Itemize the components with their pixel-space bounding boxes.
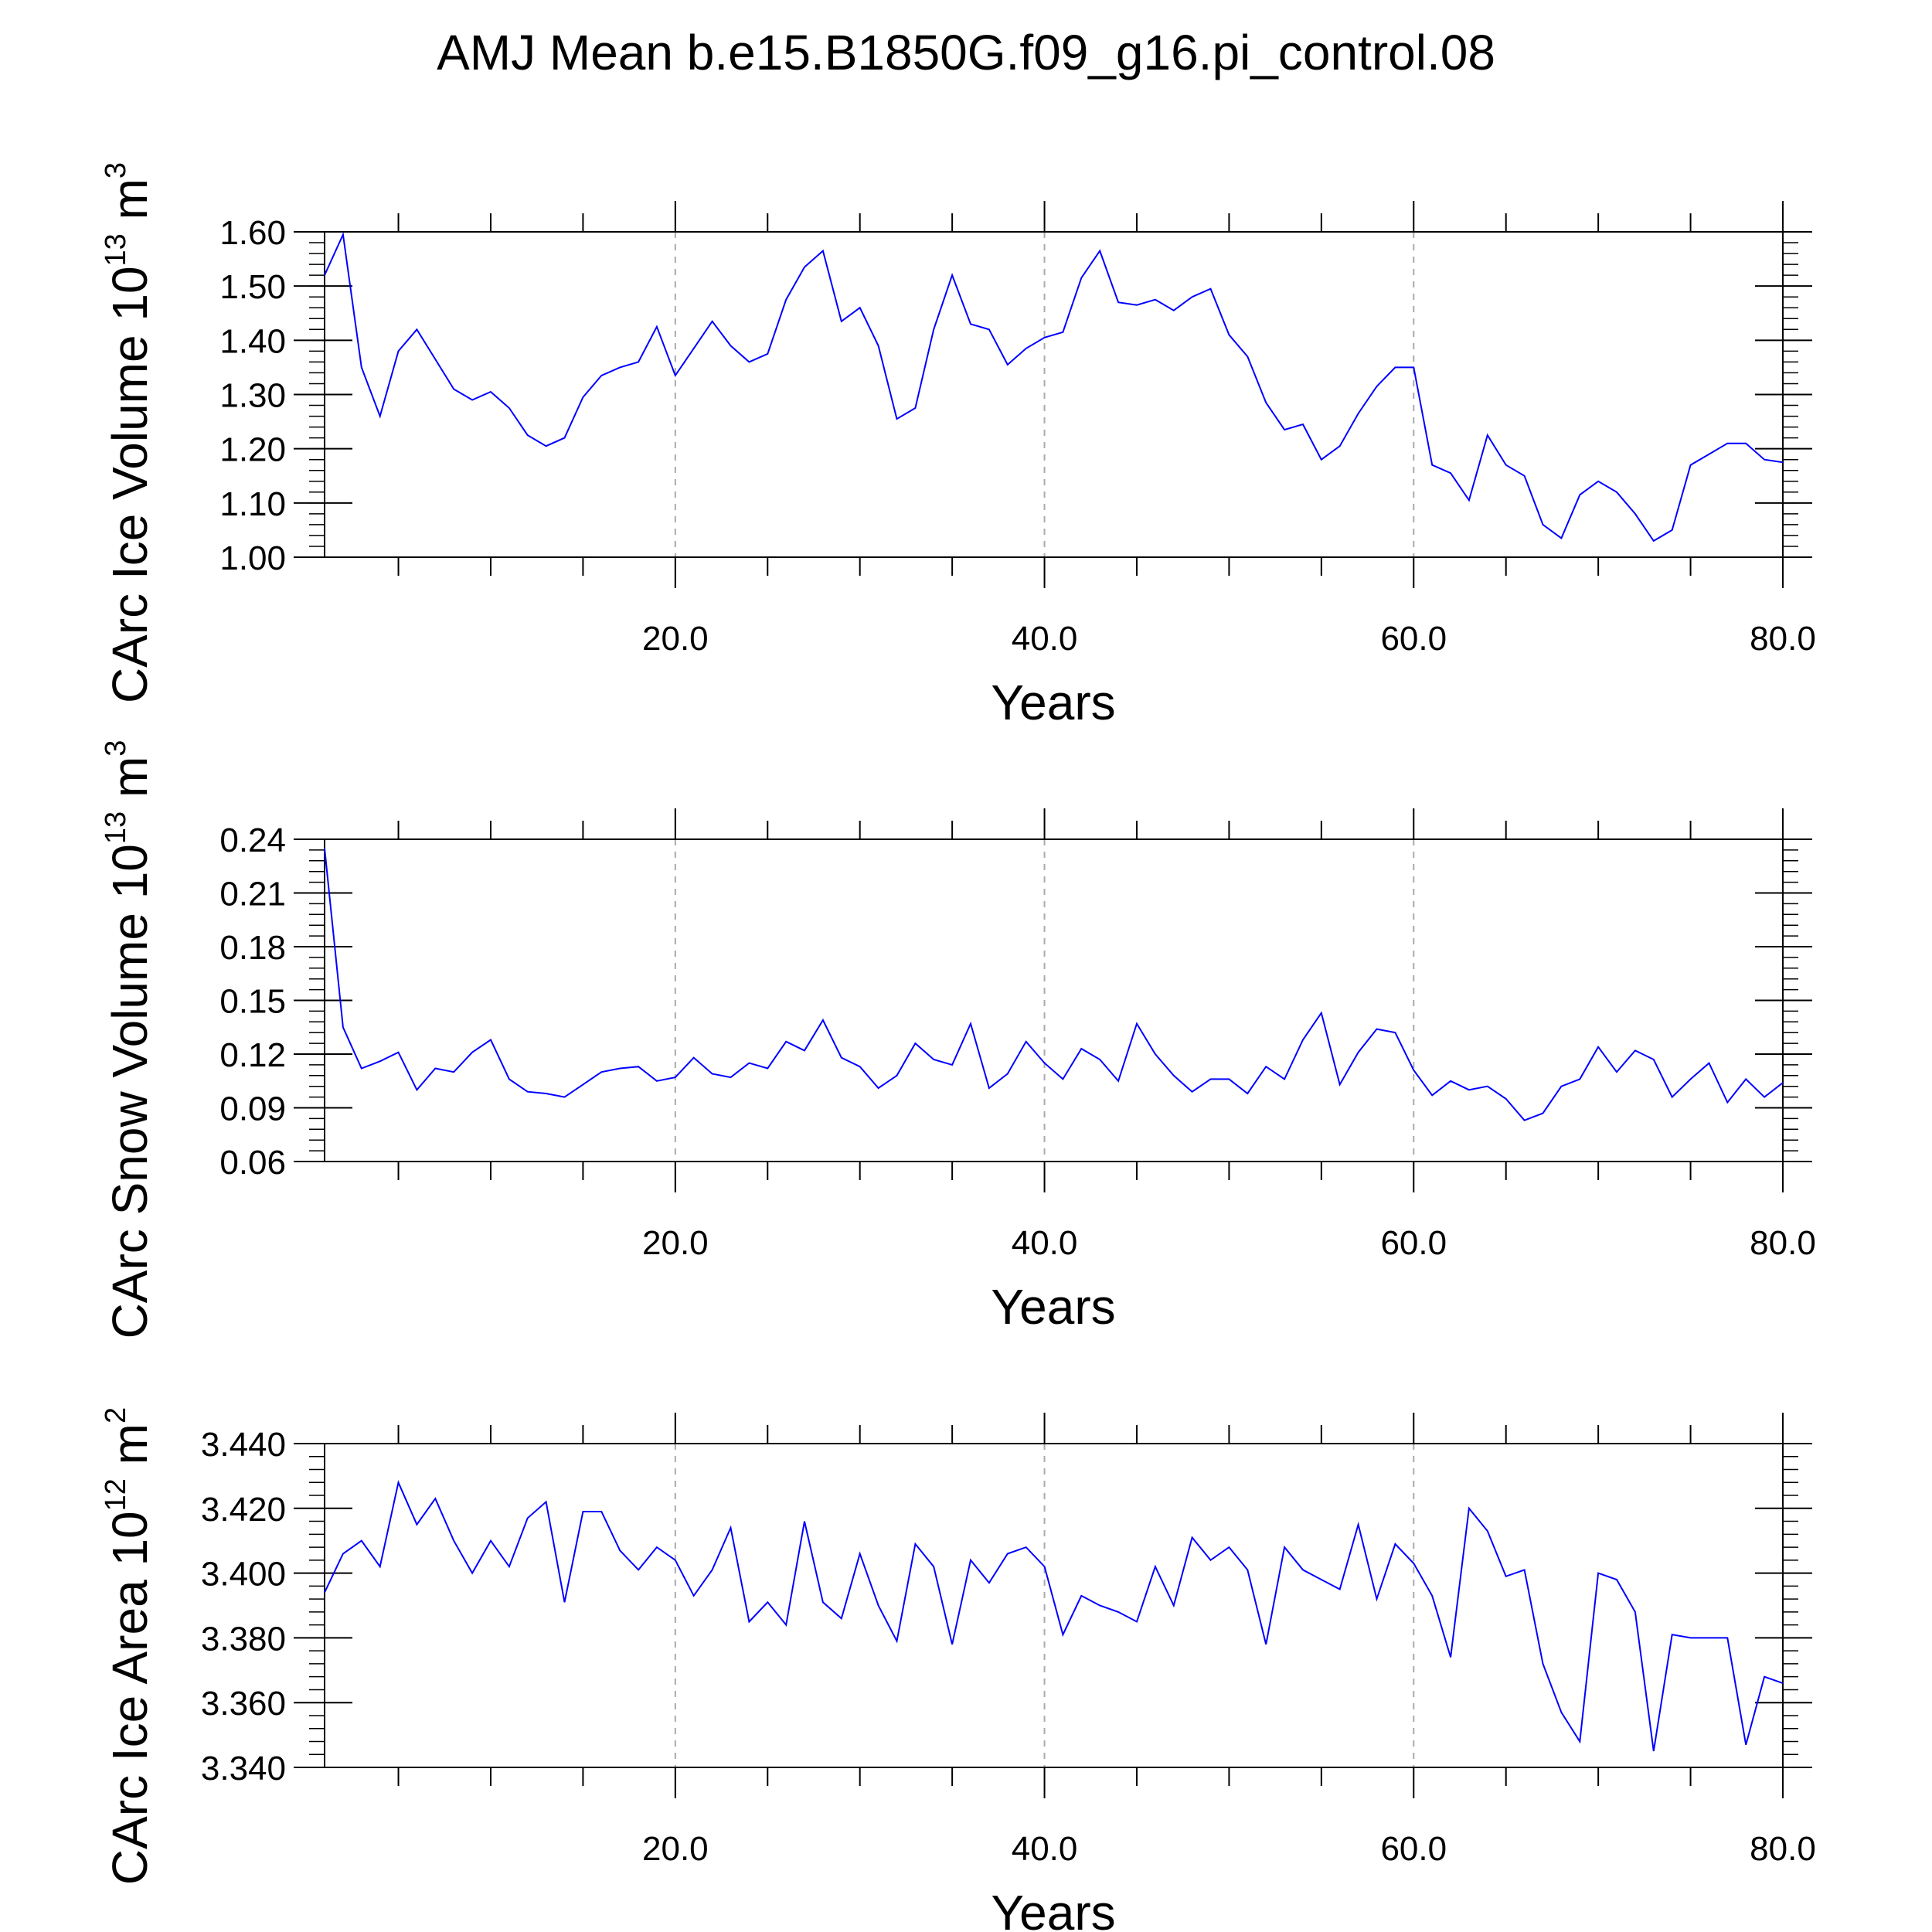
x-tick-label: 80.0 <box>1750 1224 1816 1262</box>
chart-panels: 1.00 1.10 1.20 1.30 1.40 1.50 1.60 20.0 40.0 60.0… <box>100 162 1816 1932</box>
chart-panel-ice-area: 3.340 3.360 3.380 3.400 3.420 3.440 20.0 40.0 60… <box>100 1407 1816 1932</box>
y-tick-label: 3.400 <box>201 1556 286 1594</box>
x-tick-label: 40.0 <box>1012 620 1078 658</box>
x-tick-label: 80.0 <box>1750 620 1816 658</box>
x-tick-label: 60.0 <box>1380 1224 1447 1262</box>
chart-panel-ice-volume: 1.00 1.10 1.20 1.30 1.40 1.50 1.60 20.0 40.0 60.0… <box>100 162 1816 730</box>
x-tick-label: 60.0 <box>1380 620 1447 658</box>
x-axis-title: Years <box>991 1279 1115 1335</box>
y-tick-label: 3.380 <box>201 1620 286 1658</box>
x-axis-title: Years <box>991 1885 1115 1932</box>
y-tick-label: 3.340 <box>201 1750 286 1787</box>
y-tick-label: 0.09 <box>219 1090 286 1128</box>
x-tick-label: 20.0 <box>642 620 709 658</box>
y-tick-label: 1.00 <box>219 539 286 577</box>
y-axis-title: CArc Snow Volume 1013 m3 <box>100 740 158 1339</box>
y-tick-label: 0.18 <box>219 929 286 967</box>
x-axis-title: Years <box>991 675 1115 730</box>
x-tick-label: 60.0 <box>1380 1830 1447 1868</box>
y-tick-label: 1.30 <box>219 377 286 415</box>
figure-title: AMJ Mean b.e15.B1850G.f09_g16.pi_control… <box>437 25 1495 80</box>
series-line-ice-area <box>324 1480 1784 1752</box>
chart-panel-snow-volume: 0.06 0.09 0.12 0.15 0.18 0.21 0.24 20.0 40.0 60.0… <box>100 740 1816 1339</box>
series-line-snow-volume <box>324 848 1784 1121</box>
y-tick-label: 3.360 <box>201 1685 286 1723</box>
x-tick-label: 20.0 <box>642 1830 709 1868</box>
y-tick-label: 0.21 <box>219 876 286 913</box>
x-tick-label: 40.0 <box>1012 1224 1078 1262</box>
y-tick-label: 1.40 <box>219 322 286 360</box>
y-tick-label: 1.50 <box>219 268 286 306</box>
y-tick-label: 0.24 <box>219 821 286 859</box>
series-line-ice-volume <box>324 231 1784 543</box>
y-axis-title: CArc Ice Area 1012 m2 <box>100 1407 158 1885</box>
y-tick-label: 0.15 <box>219 983 286 1021</box>
y-tick-label: 1.60 <box>219 214 286 252</box>
x-tick-label: 80.0 <box>1750 1830 1816 1868</box>
y-tick-label: 1.20 <box>219 431 286 469</box>
x-tick-label: 20.0 <box>642 1224 709 1262</box>
y-tick-label: 3.420 <box>201 1491 286 1529</box>
y-tick-label: 0.12 <box>219 1036 286 1074</box>
y-tick-label: 0.06 <box>219 1144 286 1182</box>
y-tick-label: 3.440 <box>201 1426 286 1464</box>
x-tick-label: 40.0 <box>1012 1830 1078 1868</box>
y-tick-label: 1.10 <box>219 485 286 523</box>
y-axis-title: CArc Ice Volume 1013 m3 <box>100 162 158 703</box>
